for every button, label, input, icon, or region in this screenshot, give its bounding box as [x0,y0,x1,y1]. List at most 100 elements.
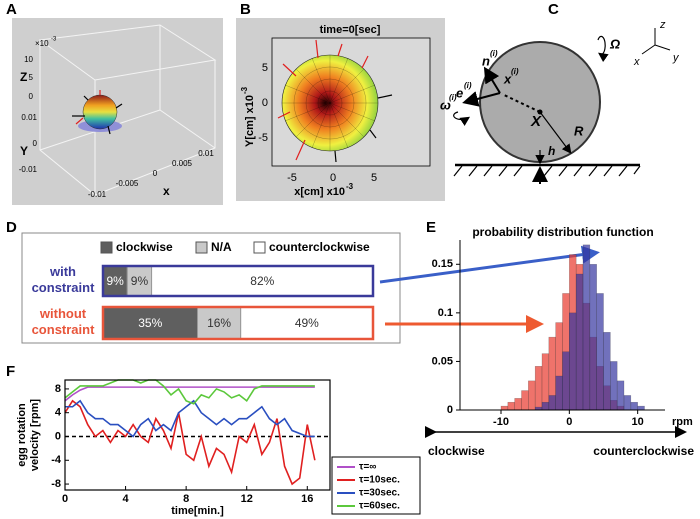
value-label: 49% [295,316,319,330]
histogram-bar [555,375,563,411]
panel-label: F [6,363,15,380]
legend-swatch [100,241,113,254]
annotation: counterclockwise [593,444,694,458]
x-tick-label: 0.01 [198,149,214,158]
x-axis-label: rpm [672,416,693,428]
histogram-bar [548,395,556,411]
histogram-bar [575,273,584,411]
y-tick-label: 0.01 [21,113,37,122]
n-sup: (i) [490,49,498,58]
legend-label: τ=∞ [359,462,376,473]
y-tick-label: 0 [262,97,268,109]
omega-arrow [597,35,609,63]
x-tick-label: -0.01 [88,190,107,199]
n-label: n [482,53,490,68]
histogram-bar [596,293,604,411]
y-axis-label: Y [20,144,28,158]
z-tick-label: 0 [29,92,34,101]
y-tick-label: 8 [55,383,61,395]
y-tick-label: 0 [33,139,38,148]
gap-label: h [548,144,555,158]
value-label: 16% [207,316,231,330]
link-arrow [379,245,600,284]
x-axis-label-exp: -3 [346,182,354,191]
histogram-bar [534,366,543,411]
category-label-box: without constraint [32,306,95,337]
center-label: X [530,113,542,130]
xi-sup: (i) [511,67,519,76]
ground-hatch [453,165,641,177]
plot-frame [64,379,331,491]
x-axis-label: x [163,184,170,198]
panel-label: C [548,1,559,18]
legend-swatch [253,241,266,254]
y-tick-label: 0 [447,404,453,416]
panel-label: B [240,1,251,18]
histogram-bar [603,332,611,411]
histogram-bar [562,351,570,411]
legend-label: counterclockwise [269,240,370,254]
histogram-bar [630,401,638,411]
line-series [64,379,315,405]
x-axis-label: time[min.] [171,505,224,517]
bar-segment [102,306,198,340]
cilia-a-red [75,90,101,125]
line-series [64,386,315,402]
x-tick-label: 5 [371,172,377,184]
legend-label: τ=10sec. [359,475,400,486]
category-label-box: with constraint [31,264,95,295]
y-tick-label: 0 [55,430,61,442]
axis-x: x [633,56,640,68]
x-tick-label: -10 [493,416,509,428]
line-series [65,399,315,438]
histogram-bar [521,390,529,411]
normal-vector [483,66,501,94]
axis-z: z [659,19,666,31]
histogram-bar [569,312,577,411]
cilia-b-red [277,39,369,161]
x-tick-label: 12 [241,493,253,505]
egg-3d [82,94,118,130]
panel-label: D [6,219,17,236]
e-label: e [456,85,463,100]
line-series [64,399,316,486]
histogram-bar [616,380,625,411]
x-tick-label: 10 [632,416,644,428]
histogram-bar [610,361,618,411]
annotation: clockwise [428,444,485,458]
y-tick-label: 0.05 [432,355,453,367]
egg-diagram [479,41,601,163]
omega-label: Ω [609,36,620,51]
y-axis-label: velocity [rpm] [29,399,41,471]
scale-exp: -3 [51,37,57,43]
e-sup: (i) [464,81,472,90]
x-tick-label: 16 [301,493,313,505]
axes-triad [641,28,671,55]
x-tick-label: 0.005 [172,159,193,168]
omega-i-label: ω [440,97,451,112]
sphere-grid [282,55,378,151]
x-tick-label: 0 [330,172,336,184]
category-label: with constraint [31,264,95,295]
y-tick-label: 4 [55,407,62,419]
cilia-a [72,95,123,135]
histogram-bar [589,264,597,411]
z-axis-label: Z [20,70,27,84]
xi-label: x [503,71,512,86]
y-tick-label: 0.15 [432,258,453,270]
y-axis-label: egg rotation [16,403,28,467]
radius-vector [501,93,541,113]
scale-label: ×10 [35,39,49,48]
panel-label: E [426,219,436,236]
histogram-bar [500,405,509,411]
x-tick-label: 4 [123,493,130,505]
y-tick-label: -0.01 [19,165,38,174]
legend-label: clockwise [116,240,173,254]
z-tick-label: 10 [24,55,33,64]
y-tick-label: 5 [262,62,268,74]
legend-label: τ=60sec. [359,501,400,512]
x-tick-label: -5 [287,172,297,184]
legend-swatch [195,241,208,254]
panel-label: A [6,1,17,18]
